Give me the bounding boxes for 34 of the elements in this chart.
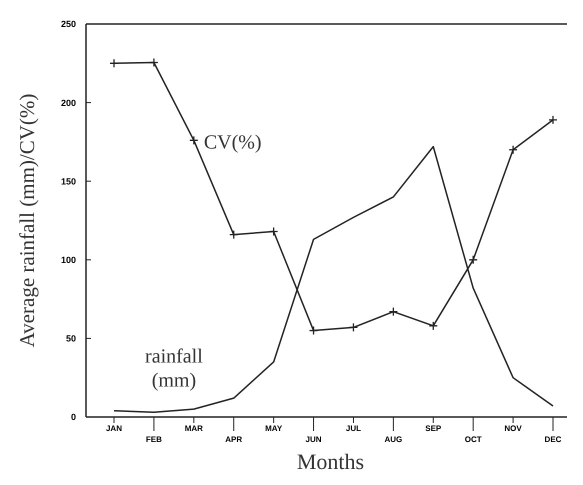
point [229, 230, 238, 240]
point [388, 307, 398, 316]
point [428, 321, 438, 330]
x-tick-label: NOV [504, 424, 522, 433]
x-tick-label: MAR [184, 424, 204, 433]
x-tick-label: FEB [146, 435, 162, 444]
x-tick-label: OCT [464, 435, 482, 444]
x-tick-label: MAY [265, 424, 283, 433]
x-tick-label: APR [225, 435, 242, 444]
point [189, 136, 198, 145]
point [149, 58, 159, 68]
point [468, 255, 478, 264]
x-tick-label: JUN [306, 435, 322, 444]
point [268, 226, 278, 236]
point [348, 322, 358, 332]
x-tick-label: AUG [384, 435, 402, 444]
y-tick-label: 200 [60, 98, 76, 108]
y-tick-label: 100 [60, 254, 76, 265]
series-label: CV(%) [204, 131, 262, 154]
point [109, 58, 119, 68]
x-tick-label: SEP [425, 424, 442, 433]
y-tick-label: 150 [60, 176, 76, 186]
x-tick-label: JUL [346, 424, 362, 433]
y-tick-label: 50 [66, 334, 76, 344]
series-label: rainfall (mm) [145, 345, 204, 392]
y-tick-label: 250 [60, 19, 76, 30]
point [548, 115, 558, 125]
point [308, 326, 318, 336]
y-tick-label: 0 [70, 412, 76, 422]
x-tick-label: JAN [106, 424, 122, 433]
point [508, 145, 518, 154]
x-tick-label: DEC [544, 435, 562, 444]
x-axis-title: Months [296, 449, 364, 474]
y-axis-title: Average rainfall (mm)/CV(%) [15, 94, 39, 348]
